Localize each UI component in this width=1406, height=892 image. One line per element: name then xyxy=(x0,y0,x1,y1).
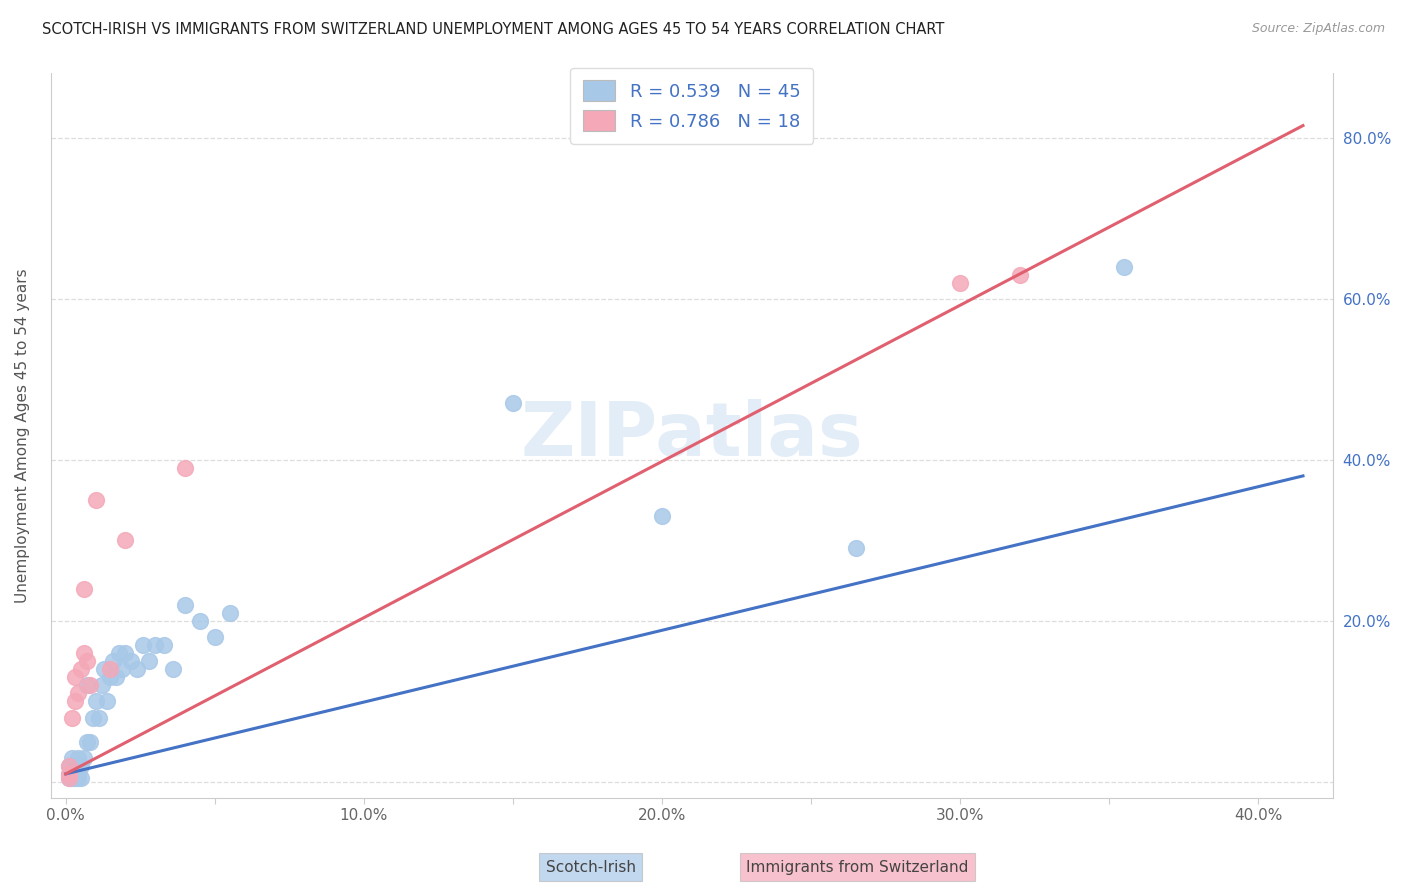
Text: Scotch-Irish: Scotch-Irish xyxy=(546,860,636,874)
Text: Source: ZipAtlas.com: Source: ZipAtlas.com xyxy=(1251,22,1385,36)
Point xyxy=(69,771,91,785)
Point xyxy=(60,771,83,785)
Point xyxy=(82,710,104,724)
Point xyxy=(174,461,197,475)
Point xyxy=(69,662,91,676)
Text: ZIPatlas: ZIPatlas xyxy=(520,399,863,472)
Point xyxy=(127,662,149,676)
Point xyxy=(502,396,524,410)
Point xyxy=(87,710,110,724)
Legend: R = 0.539   N = 45, R = 0.786   N = 18: R = 0.539 N = 45, R = 0.786 N = 18 xyxy=(571,68,813,144)
Point xyxy=(69,759,91,773)
Point xyxy=(949,276,972,290)
Point xyxy=(100,670,122,684)
Point xyxy=(105,670,128,684)
Point xyxy=(66,751,89,765)
Point xyxy=(63,767,86,781)
Point xyxy=(100,662,122,676)
Point xyxy=(143,638,166,652)
Text: Immigrants from Switzerland: Immigrants from Switzerland xyxy=(747,860,969,874)
Point xyxy=(63,670,86,684)
Point xyxy=(63,759,86,773)
Point xyxy=(651,509,673,524)
Point xyxy=(58,759,80,773)
Point xyxy=(120,654,142,668)
Point xyxy=(66,767,89,781)
Point xyxy=(72,646,94,660)
Point xyxy=(114,646,136,660)
Point xyxy=(60,767,83,781)
Point xyxy=(204,630,226,644)
Point xyxy=(72,751,94,765)
Point xyxy=(79,734,101,748)
Point xyxy=(111,662,134,676)
Point xyxy=(66,686,89,700)
Point xyxy=(58,767,80,781)
Point xyxy=(188,614,211,628)
Point xyxy=(132,638,155,652)
Point xyxy=(76,678,98,692)
Point xyxy=(845,541,868,556)
Point xyxy=(153,638,176,652)
Point xyxy=(76,734,98,748)
Point xyxy=(103,654,125,668)
Point xyxy=(1112,260,1135,274)
Point xyxy=(162,662,184,676)
Point xyxy=(96,694,118,708)
Point xyxy=(58,759,80,773)
Point xyxy=(72,582,94,596)
Point xyxy=(1008,268,1031,282)
Point xyxy=(79,678,101,692)
Point xyxy=(58,771,80,785)
Point xyxy=(63,694,86,708)
Point xyxy=(66,771,89,785)
Point xyxy=(108,646,131,660)
Point xyxy=(218,606,240,620)
Point xyxy=(174,598,197,612)
Y-axis label: Unemployment Among Ages 45 to 54 years: Unemployment Among Ages 45 to 54 years xyxy=(15,268,30,603)
Point xyxy=(138,654,160,668)
Point xyxy=(60,710,83,724)
Point xyxy=(60,751,83,765)
Point xyxy=(90,678,112,692)
Point xyxy=(93,662,115,676)
Text: SCOTCH-IRISH VS IMMIGRANTS FROM SWITZERLAND UNEMPLOYMENT AMONG AGES 45 TO 54 YEA: SCOTCH-IRISH VS IMMIGRANTS FROM SWITZERL… xyxy=(42,22,945,37)
Point xyxy=(76,654,98,668)
Point xyxy=(84,493,107,508)
Point xyxy=(63,771,86,785)
Point xyxy=(58,767,80,781)
Point xyxy=(114,533,136,548)
Point xyxy=(58,771,80,785)
Point xyxy=(84,694,107,708)
